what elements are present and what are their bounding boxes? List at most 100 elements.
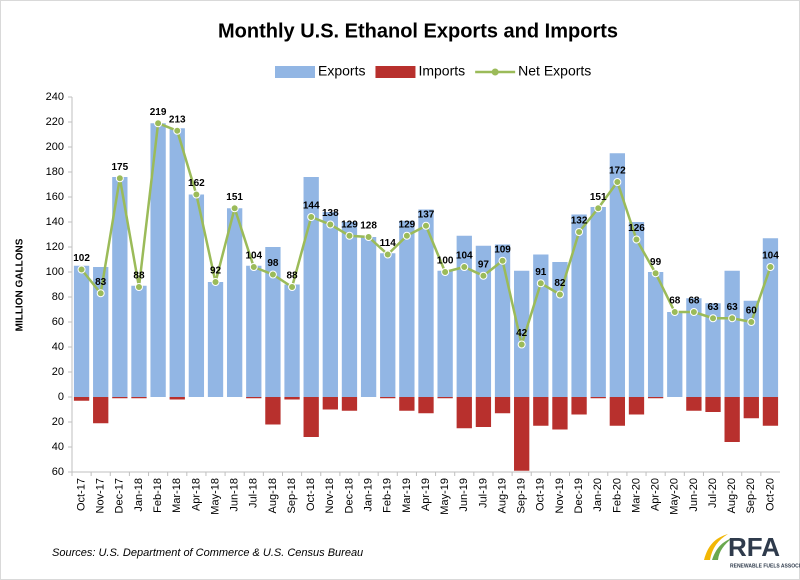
data-label: 104 <box>245 251 262 262</box>
bar <box>571 397 587 415</box>
legend-swatch <box>275 66 315 78</box>
x-tick-label: Feb-19 <box>382 478 394 513</box>
x-tick-label: Dec-18 <box>343 478 355 513</box>
data-label: 151 <box>226 192 243 203</box>
bar <box>475 397 492 427</box>
bar <box>705 303 721 397</box>
bar <box>169 397 185 400</box>
x-tick-label: Aug-20 <box>726 478 738 513</box>
bar <box>456 235 472 397</box>
x-tick-label: Aug-19 <box>496 478 508 513</box>
bar <box>762 238 779 397</box>
bar <box>609 397 626 426</box>
line-marker <box>211 278 220 286</box>
line-marker <box>402 231 411 240</box>
bar <box>571 214 587 397</box>
data-label: 137 <box>418 209 435 220</box>
data-label: 219 <box>150 107 167 118</box>
bar <box>246 397 262 399</box>
bar <box>93 397 109 424</box>
line-marker <box>498 256 507 265</box>
y-tick-label: 20 <box>52 366 64 378</box>
data-label: 129 <box>341 219 358 230</box>
bar <box>456 397 472 429</box>
line-marker <box>154 119 163 128</box>
x-tick-label: Jun-20 <box>688 478 700 512</box>
line-marker <box>134 283 143 291</box>
bar <box>418 397 434 414</box>
bar <box>131 397 147 399</box>
logo-tagline: RENEWABLE FUELS ASSOCIATION <box>730 563 800 569</box>
y-tick-label: 120 <box>46 241 64 253</box>
line-marker <box>383 250 392 259</box>
x-tick-label: Jun-19 <box>458 478 470 512</box>
bar <box>93 267 109 397</box>
bar <box>303 397 319 437</box>
x-tick-label: Mar-19 <box>401 478 413 513</box>
x-tick-label: Sep-20 <box>745 478 757 513</box>
bar <box>360 237 377 397</box>
data-label: 126 <box>628 223 645 234</box>
x-tick-label: Sep-19 <box>516 478 528 513</box>
line-marker <box>96 289 105 298</box>
data-label: 99 <box>650 257 662 268</box>
line-marker <box>613 178 622 186</box>
data-label: 83 <box>95 277 107 288</box>
x-tick-label: Mar-20 <box>630 478 642 513</box>
bar <box>743 300 759 397</box>
y-tick-label: 180 <box>46 166 64 178</box>
line-marker <box>249 263 258 271</box>
bar <box>552 262 568 397</box>
data-label: 114 <box>380 238 397 249</box>
data-label: 102 <box>73 253 90 264</box>
bar <box>246 265 262 397</box>
bar <box>590 207 606 397</box>
line-marker <box>422 221 430 230</box>
bar <box>131 285 147 397</box>
bar <box>169 128 185 397</box>
bar <box>284 397 300 400</box>
line-marker <box>230 204 239 213</box>
x-tick-label: May-19 <box>439 478 451 515</box>
data-label: 132 <box>571 216 588 227</box>
x-tick-label: Jun-18 <box>229 478 241 512</box>
x-tick-label: Jul-19 <box>477 478 489 508</box>
bar <box>609 153 626 397</box>
y-tick-label: 40 <box>52 341 64 353</box>
legend-label: Exports <box>318 63 365 79</box>
line-marker <box>766 263 775 271</box>
bar <box>188 194 205 397</box>
bar <box>341 222 358 397</box>
bar <box>322 397 338 410</box>
line-marker <box>307 213 316 221</box>
data-label: 175 <box>111 162 128 173</box>
line-marker <box>192 190 201 199</box>
data-label: 128 <box>360 221 377 232</box>
line-marker <box>173 126 182 135</box>
x-tick-label: Nov-17 <box>95 478 107 513</box>
bar <box>647 272 664 397</box>
data-label: 68 <box>669 296 681 307</box>
bar <box>226 208 243 397</box>
bar <box>207 282 224 397</box>
bar <box>647 397 664 399</box>
line-marker <box>268 270 277 279</box>
data-label: 63 <box>727 302 739 313</box>
data-label: 109 <box>494 244 511 255</box>
bar <box>73 397 90 401</box>
logo-text: RFA <box>728 532 780 562</box>
bar <box>705 397 721 412</box>
bar <box>112 397 128 399</box>
y-tick-label: 100 <box>46 266 64 278</box>
data-label: 82 <box>554 278 566 289</box>
x-tick-label: Jul-20 <box>707 478 719 508</box>
x-tick-label: Mar-18 <box>171 478 183 513</box>
x-tick-label: Apr-20 <box>650 478 662 511</box>
bar <box>494 244 511 397</box>
line-marker <box>345 231 354 240</box>
x-tick-label: Feb-20 <box>611 478 623 513</box>
bar <box>762 397 779 426</box>
x-tick-label: Oct-20 <box>764 478 776 511</box>
x-tick-label: Aug-18 <box>267 478 279 513</box>
bar <box>399 397 415 411</box>
